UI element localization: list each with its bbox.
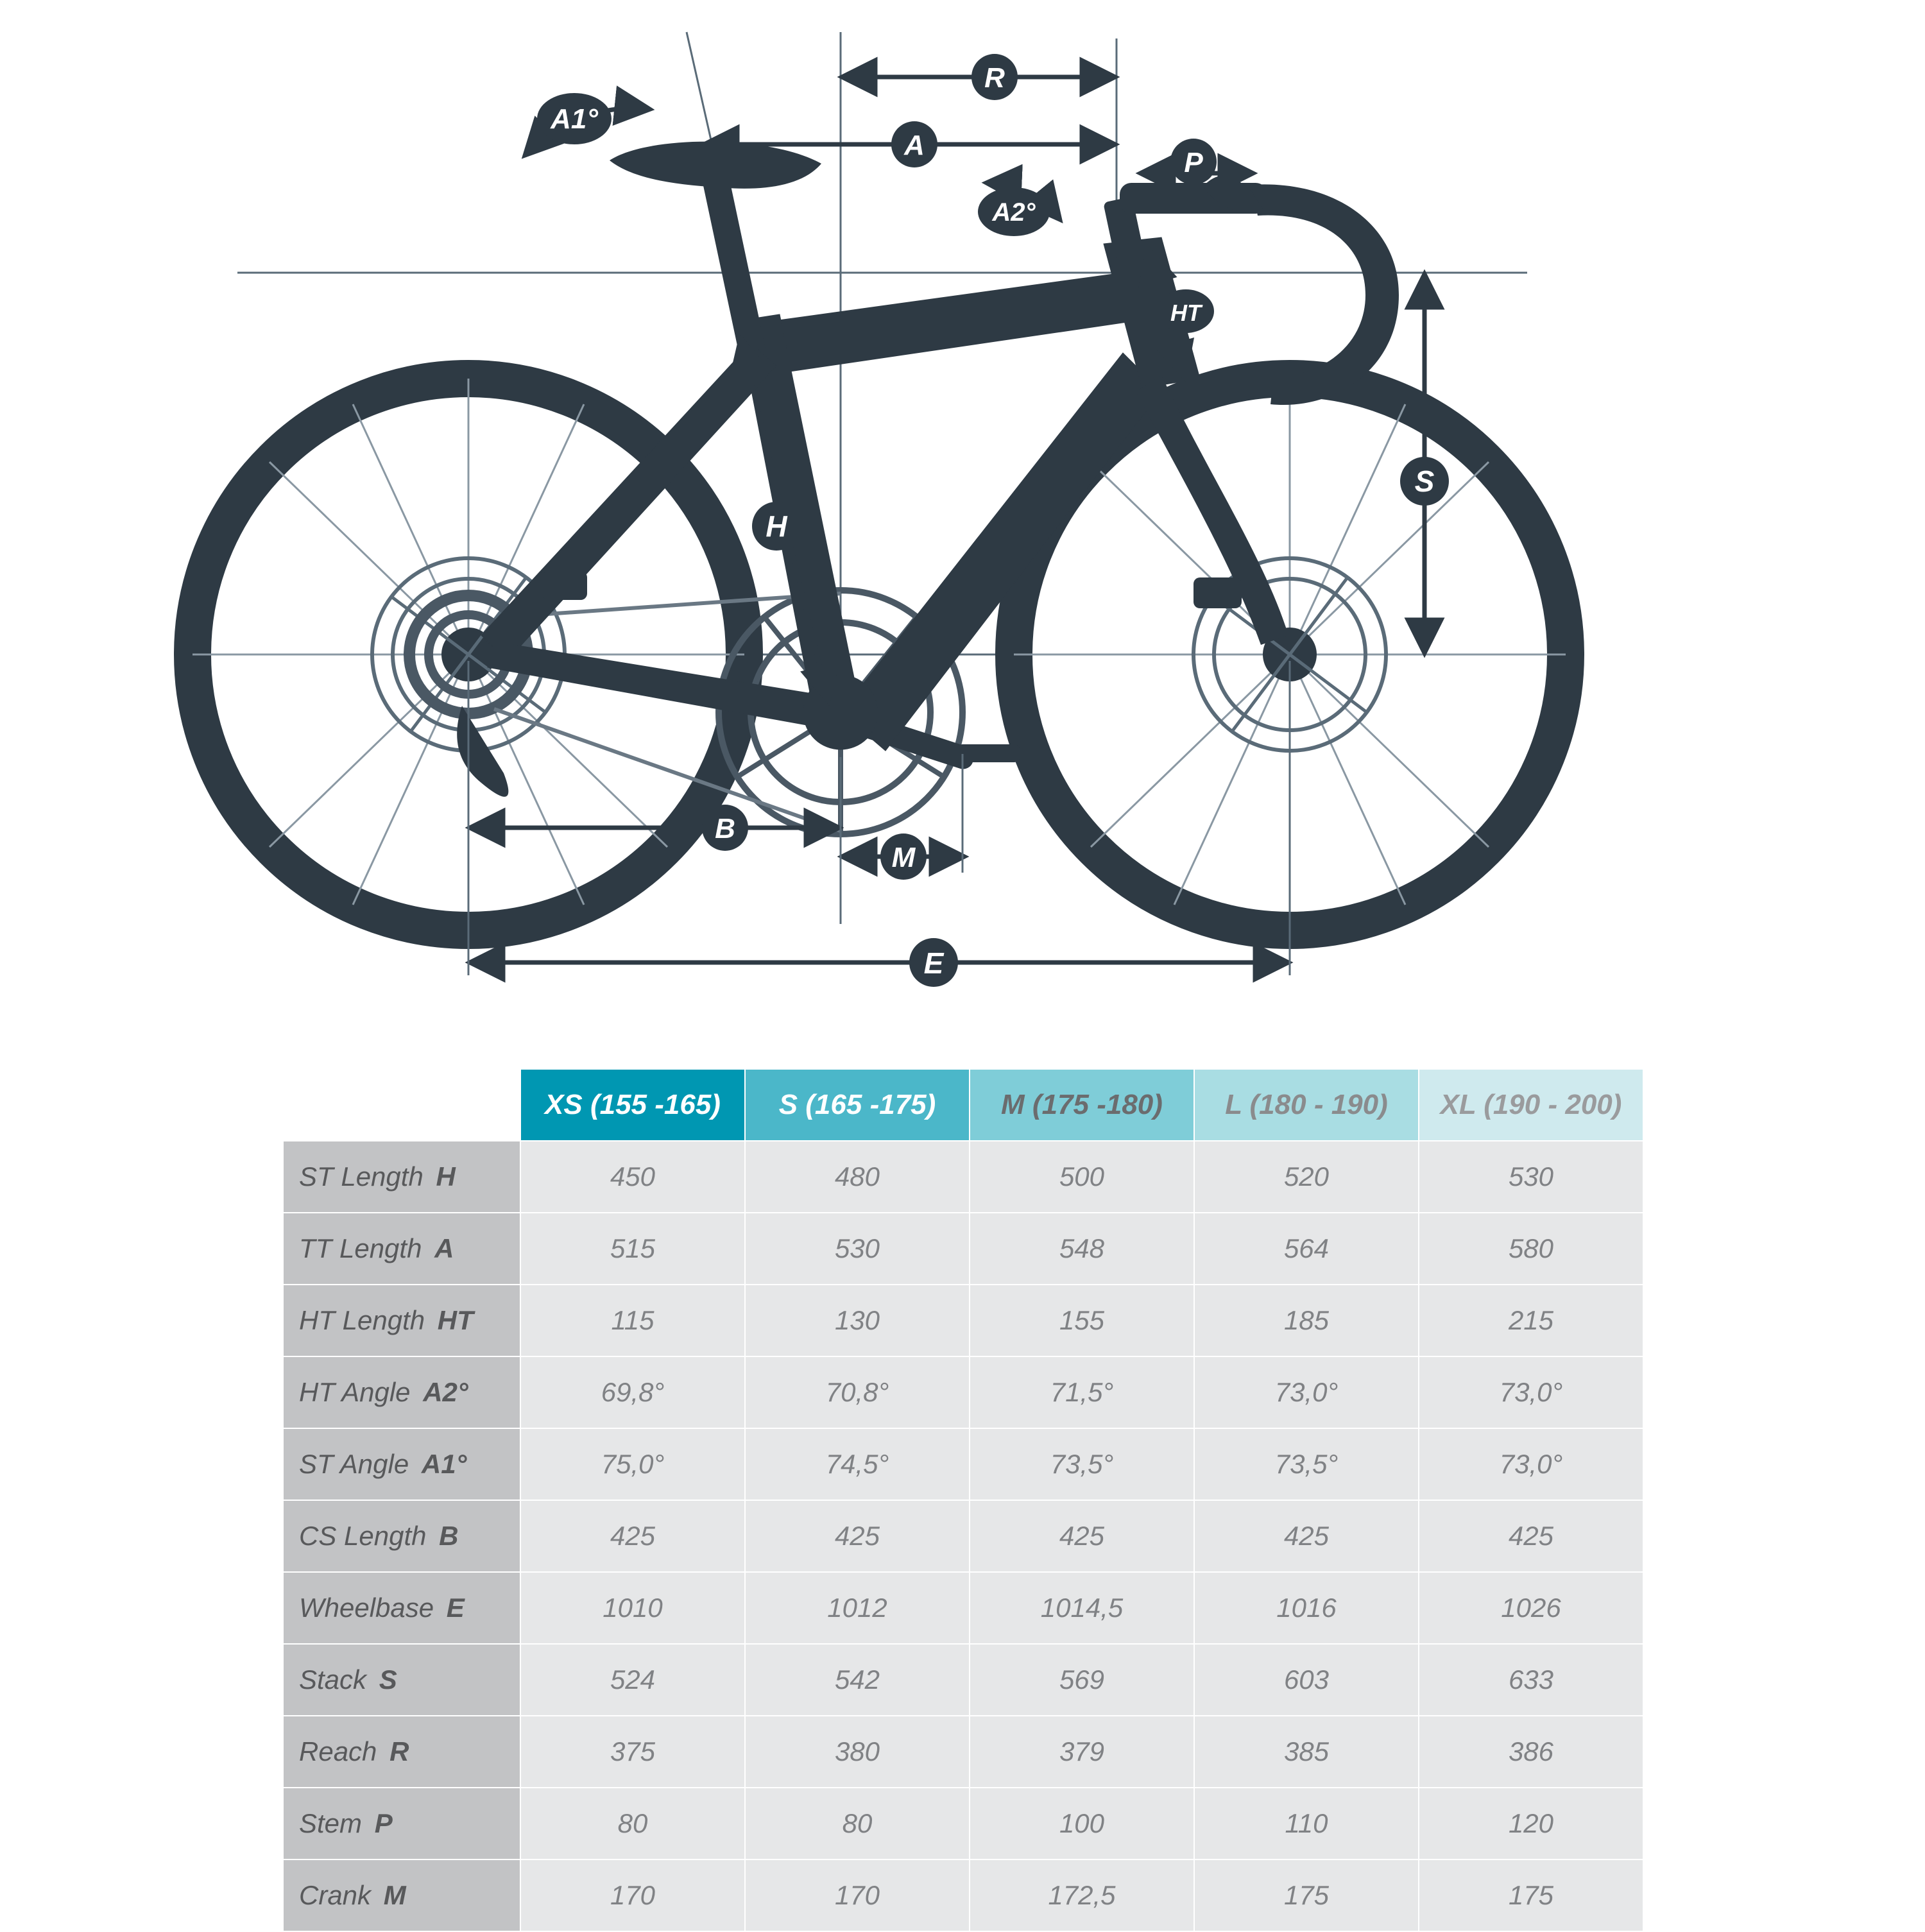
table-row-header: Stack S	[283, 1644, 520, 1716]
table-cell: 542	[745, 1644, 970, 1716]
table-cell: 170	[520, 1859, 745, 1931]
table-cell: 73,5°	[1194, 1428, 1419, 1500]
table-cell: 425	[1419, 1500, 1643, 1572]
table-row-header: HT Length HT	[283, 1285, 520, 1356]
table-cell: 386	[1419, 1716, 1643, 1788]
table-cell: 75,0°	[520, 1428, 745, 1500]
table-col-header: L (180 - 190)	[1194, 1069, 1419, 1141]
table-cell: 71,5°	[970, 1356, 1194, 1428]
dim-label-a2: A2°	[991, 198, 1036, 227]
table-corner	[283, 1069, 520, 1141]
dim-label-p: P	[1184, 147, 1203, 178]
table-cell: 375	[520, 1716, 745, 1788]
table-cell: 515	[520, 1213, 745, 1285]
table-cell: 633	[1419, 1644, 1643, 1716]
table-col-header: XS (155 -165)	[520, 1069, 745, 1141]
geometry-table: XS (155 -165)S (165 -175)M (175 -180)L (…	[282, 1068, 1643, 1932]
table-row-header: TT Length A	[283, 1213, 520, 1285]
table-cell: 1016	[1194, 1572, 1419, 1644]
table-cell: 130	[745, 1285, 970, 1356]
dim-label-b: B	[715, 813, 735, 844]
table-cell: 80	[520, 1788, 745, 1859]
table-cell: 69,8°	[520, 1356, 745, 1428]
table-row-header: HT Angle A2°	[283, 1356, 520, 1428]
table-cell: 564	[1194, 1213, 1419, 1285]
dim-label-a: A	[903, 130, 925, 161]
table-col-header: S (165 -175)	[745, 1069, 970, 1141]
table-cell: 385	[1194, 1716, 1419, 1788]
dim-label-m: M	[892, 842, 916, 873]
table-cell: 73,5°	[970, 1428, 1194, 1500]
table-cell: 603	[1194, 1644, 1419, 1716]
table-cell: 175	[1419, 1859, 1643, 1931]
table-cell: 1014,5	[970, 1572, 1194, 1644]
table-cell: 1012	[745, 1572, 970, 1644]
table-cell: 530	[745, 1213, 970, 1285]
table-cell: 425	[970, 1500, 1194, 1572]
dim-label-r: R	[984, 62, 1005, 94]
table-cell: 379	[970, 1716, 1194, 1788]
table-cell: 1010	[520, 1572, 745, 1644]
table-cell: 425	[520, 1500, 745, 1572]
table-cell: 450	[520, 1141, 745, 1213]
table-cell: 110	[1194, 1788, 1419, 1859]
table-row-header: Reach R	[283, 1716, 520, 1788]
table-row-header: Crank M	[283, 1859, 520, 1931]
dim-label-ht: HT	[1170, 300, 1203, 326]
dim-label-s: S	[1415, 465, 1435, 498]
geometry-diagram: A1° A2° P R A HT S	[160, 19, 1604, 1014]
table-cell: 74,5°	[745, 1428, 970, 1500]
table-cell: 524	[520, 1644, 745, 1716]
table-row-header: Stem P	[283, 1788, 520, 1859]
table-cell: 580	[1419, 1213, 1643, 1285]
table-cell: 500	[970, 1141, 1194, 1213]
dim-label-a1: A1°	[550, 103, 598, 135]
table-cell: 185	[1194, 1285, 1419, 1356]
table-cell: 172,5	[970, 1859, 1194, 1931]
table-row-header: ST Angle A1°	[283, 1428, 520, 1500]
table-cell: 175	[1194, 1859, 1419, 1931]
table-cell: 73,0°	[1194, 1356, 1419, 1428]
table-cell: 1026	[1419, 1572, 1643, 1644]
table-cell: 70,8°	[745, 1356, 970, 1428]
table-col-header: XL (190 - 200)	[1419, 1069, 1643, 1141]
table-cell: 73,0°	[1419, 1428, 1643, 1500]
table-cell: 170	[745, 1859, 970, 1931]
table-cell: 520	[1194, 1141, 1419, 1213]
table-cell: 155	[970, 1285, 1194, 1356]
dim-label-h: H	[766, 509, 787, 543]
dim-label-e: E	[924, 946, 945, 980]
table-row-header: ST Length H	[283, 1141, 520, 1213]
table-cell: 120	[1419, 1788, 1643, 1859]
table-col-header: M (175 -180)	[970, 1069, 1194, 1141]
table-cell: 215	[1419, 1285, 1643, 1356]
table-cell: 548	[970, 1213, 1194, 1285]
table-cell: 100	[970, 1788, 1194, 1859]
table-row-header: CS Length B	[283, 1500, 520, 1572]
table-cell: 115	[520, 1285, 745, 1356]
table-row-header: Wheelbase E	[283, 1572, 520, 1644]
table-cell: 530	[1419, 1141, 1643, 1213]
table-cell: 569	[970, 1644, 1194, 1716]
table-cell: 425	[1194, 1500, 1419, 1572]
table-cell: 80	[745, 1788, 970, 1859]
table-cell: 480	[745, 1141, 970, 1213]
table-cell: 425	[745, 1500, 970, 1572]
table-cell: 380	[745, 1716, 970, 1788]
table-cell: 73,0°	[1419, 1356, 1643, 1428]
